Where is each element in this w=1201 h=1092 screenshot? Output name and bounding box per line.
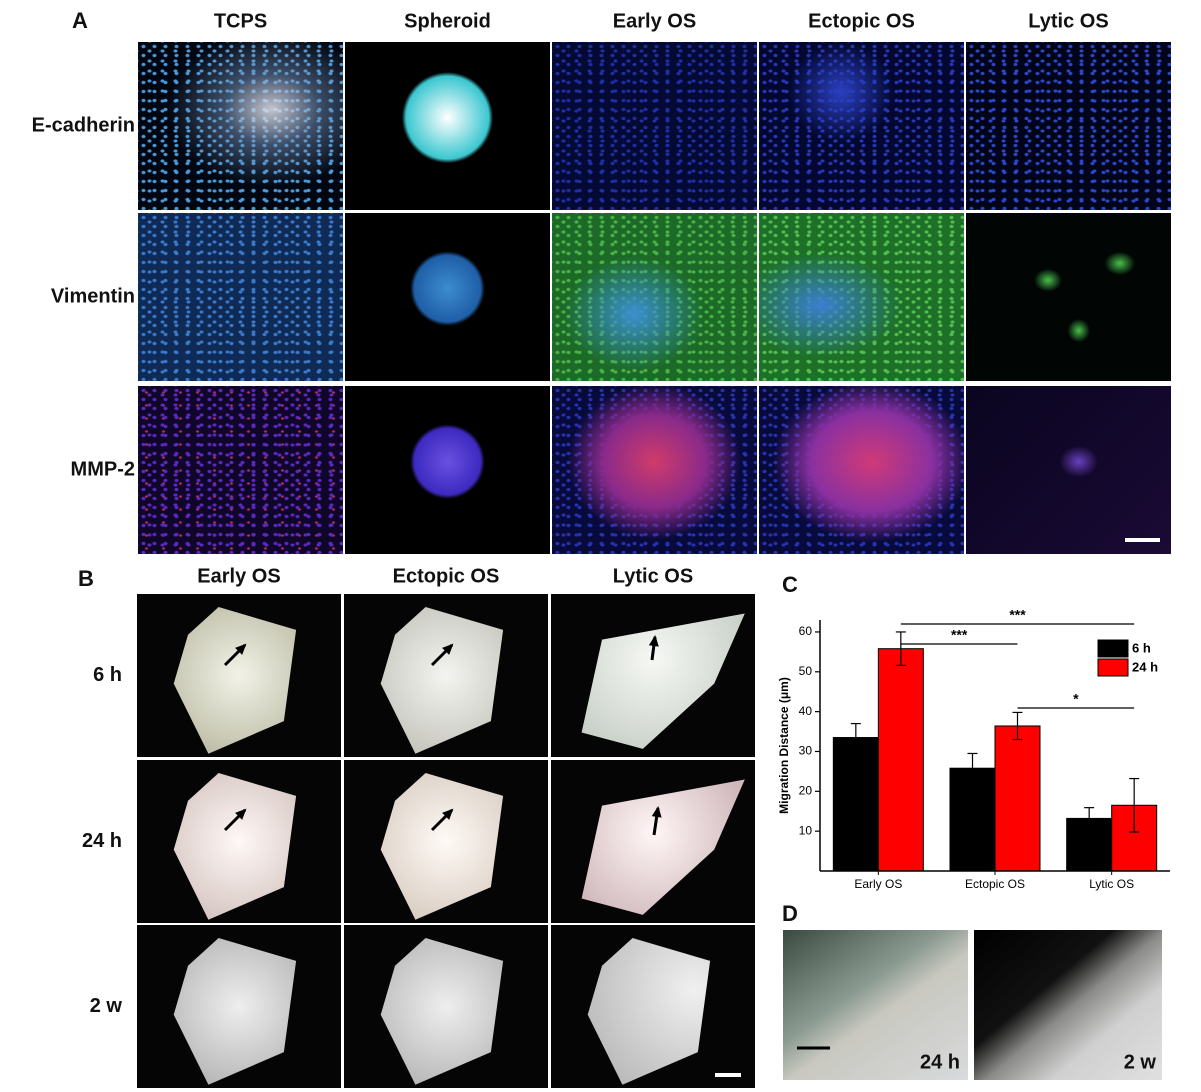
row-label: E-cadherin [32,114,135,136]
y-tick-label: 50 [799,664,813,678]
panel-label: B [78,566,94,591]
column-header: Lytic OS [613,565,693,587]
micrograph [552,42,757,210]
legend-label: 6 h [1132,640,1151,655]
y-tick-label: 20 [799,783,813,797]
micrograph [759,213,964,381]
significance-label: * [1073,691,1079,707]
legend-swatch [1097,658,1129,677]
y-tick-label: 40 [799,704,813,718]
y-tick-label: 30 [799,744,813,758]
micrograph [783,930,968,1080]
micrograph [138,213,343,381]
column-header: TCPS [214,10,267,32]
column-header: Lytic OS [1028,10,1108,32]
micrograph [551,760,755,923]
micrograph [344,760,548,923]
column-header: Early OS [613,10,696,32]
arrow-head [442,643,454,655]
error-bar [850,722,861,753]
row-label: Vimentin [51,285,135,307]
panel-label: C [782,572,798,597]
column-header: Ectopic OS [808,10,915,32]
x-tick-label: Ectopic OS [965,877,1025,891]
x-tick-label: Lytic OS [1089,877,1134,891]
error-bar [895,631,906,667]
column-header: Spheroid [404,10,491,32]
micrograph [137,760,341,923]
micrograph [138,386,343,554]
micrograph [345,213,550,381]
panel-label: A [72,8,88,33]
image-label: 24 h [920,1051,960,1073]
y-axis-label: Migration Distance (μm) [777,677,791,814]
row-label: 6 h [93,664,122,686]
error-bar [967,752,978,784]
row-label: 2 w [90,995,123,1017]
row-label: MMP-2 [71,458,135,480]
bar [949,767,996,872]
x-tick-label: Early OS [854,877,902,891]
micrograph [344,594,548,757]
micrograph [552,386,757,554]
micrograph [759,42,964,210]
legend-label: 24 h [1132,659,1158,674]
micrograph [551,925,755,1088]
micrograph [966,213,1171,381]
y-tick-label: 10 [799,823,813,837]
row-label: 24 h [82,830,122,852]
panel-label: D [782,901,798,926]
y-tick-label: 60 [799,624,813,638]
micrograph [759,386,964,554]
error-bar [1012,711,1023,741]
micrograph [344,925,548,1088]
micrograph [345,42,550,210]
bar [877,648,924,872]
legend-swatch [1097,639,1129,658]
micrograph [552,213,757,381]
arrow-head [651,806,662,818]
arrow-head [235,808,247,820]
column-header: Ectopic OS [393,565,500,587]
micrograph [137,594,341,757]
micrograph [966,42,1171,210]
micrograph [137,925,341,1088]
significance-label: *** [951,627,968,643]
bar [832,737,879,872]
arrow-head [442,808,454,820]
arrow-head [648,635,659,647]
error-bar [1129,777,1140,833]
image-label: 2 w [1124,1051,1157,1073]
micrograph [966,386,1171,554]
micrograph [138,42,343,210]
bar [994,725,1041,872]
arrow-head [235,643,247,655]
error-bar [1084,807,1095,830]
micrograph [974,930,1162,1080]
significance-label: *** [1009,607,1026,623]
micrograph [345,386,550,554]
micrograph [551,594,755,757]
column-header: Early OS [197,565,280,587]
